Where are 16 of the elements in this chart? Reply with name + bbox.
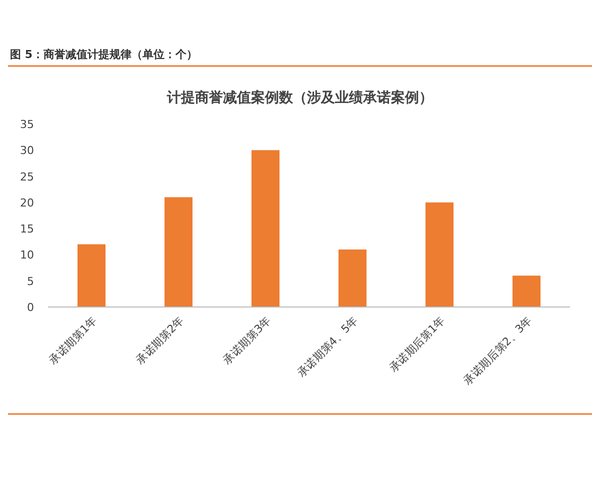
x-tick-label: 承诺期后第1年 (386, 314, 448, 375)
y-tick-label: 35 (20, 118, 34, 131)
y-tick-label: 0 (27, 301, 34, 314)
y-tick-label: 15 (20, 222, 34, 236)
x-tick-label: 承诺期第4、5年 (294, 314, 361, 380)
annotation: 图 5：商誉减值计提规律（单位：个） (10, 48, 198, 61)
x-tick-label: 承诺期第2年 (134, 314, 187, 367)
title: 计提商誉减值案例数（涉及业绩承诺案例） (167, 90, 433, 106)
x-tick-label: 承诺期后第2、3年 (461, 314, 535, 388)
y-tick-label: 25 (20, 170, 34, 184)
y-tick-label: 20 (20, 196, 34, 210)
x-tick-label: 承诺期第3年 (220, 314, 274, 367)
y-tick-label: 5 (27, 274, 34, 288)
y-tick-label: 30 (20, 144, 34, 158)
y-tick-label: 10 (20, 248, 34, 262)
x-tick-label: 承诺期第1年 (46, 314, 100, 367)
